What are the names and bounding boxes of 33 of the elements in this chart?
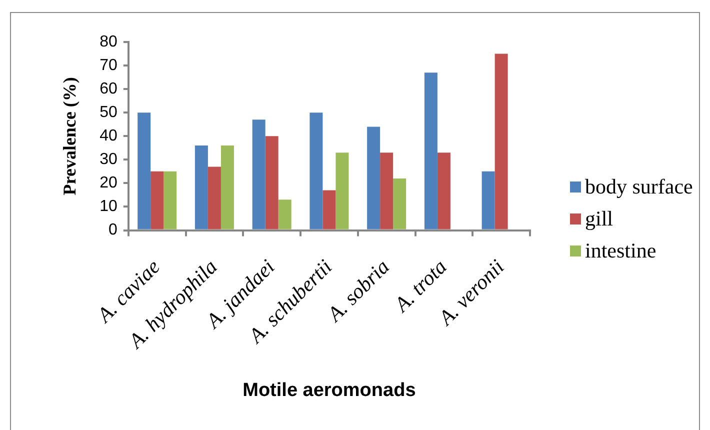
bar — [310, 112, 323, 230]
bar — [482, 171, 495, 230]
bar — [278, 200, 292, 230]
bar — [150, 171, 164, 230]
y-tick-label: 70 — [100, 56, 118, 74]
bar — [164, 171, 177, 230]
y-axis-title: Prevalence (%) — [59, 77, 80, 196]
bar — [336, 152, 349, 230]
bar — [393, 178, 406, 230]
bar — [494, 54, 508, 230]
y-tick-label: 50 — [100, 104, 118, 122]
bar — [208, 166, 221, 230]
y-tick-label: 20 — [100, 174, 118, 192]
bar — [437, 152, 450, 230]
bar — [220, 146, 234, 230]
bar — [424, 72, 438, 230]
legend-label: body surface — [585, 174, 693, 199]
y-tick-label: 30 — [100, 151, 118, 168]
y-tick-label: 10 — [100, 198, 118, 216]
x-axis-title: Motile aeromonads — [242, 380, 416, 401]
bar — [138, 112, 151, 230]
y-tick-label: 60 — [100, 80, 118, 98]
y-tick-label: 80 — [100, 33, 118, 50]
bar — [380, 152, 394, 230]
y-tick-label: 40 — [100, 128, 118, 145]
y-tick-label: 0 — [108, 222, 118, 239]
bar — [194, 146, 208, 230]
bar — [367, 126, 380, 230]
bar — [322, 190, 336, 230]
legend-label: intestine — [585, 238, 656, 263]
legend-label: gill — [585, 206, 614, 231]
bar — [252, 120, 266, 230]
bar — [265, 136, 278, 230]
